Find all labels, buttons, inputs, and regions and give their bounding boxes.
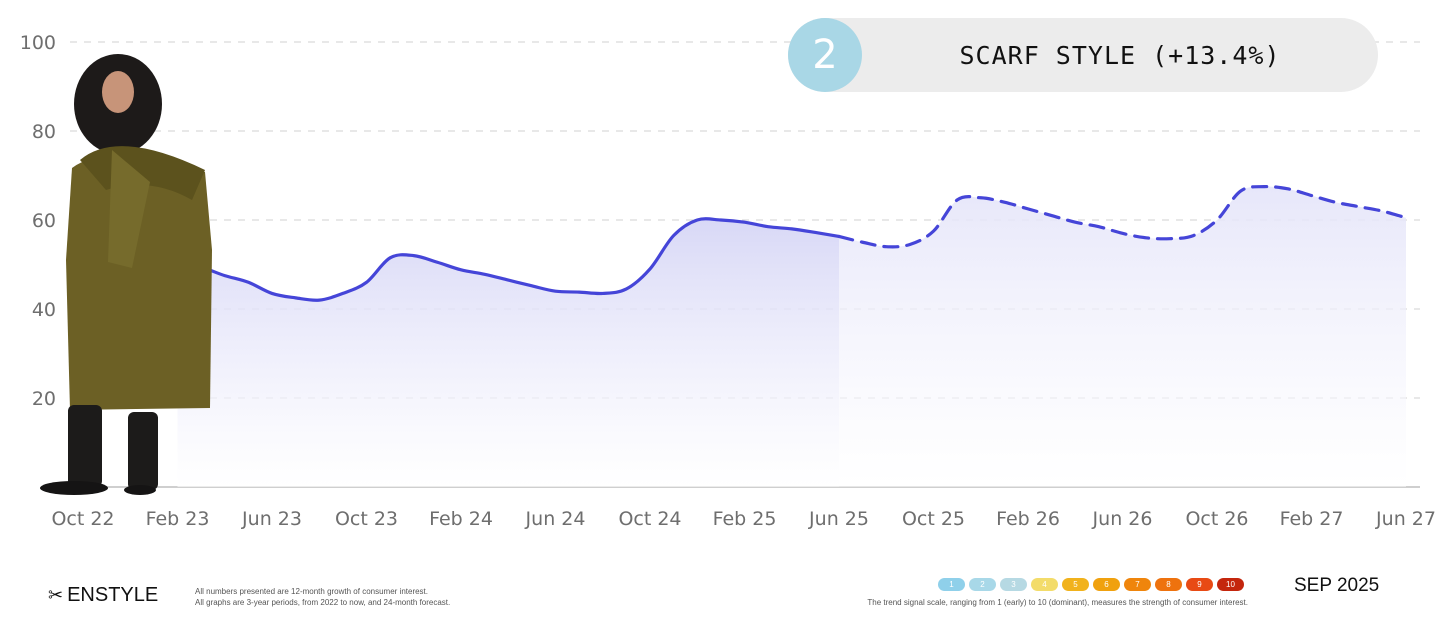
model-shoe-left [40,481,108,495]
scissors-icon: ✂ [48,585,64,605]
footnote-line-1: All numbers presented are 12-month growt… [195,587,429,596]
model-scarf-tail [108,150,150,268]
x-tick-label: Feb 23 [146,508,210,530]
y-tick-label: 100 [20,32,56,54]
scale-pill: 10 [1217,578,1244,591]
x-tick-label: Jun 27 [1375,508,1436,530]
scale-pill: 5 [1062,578,1089,591]
scale-note: The trend signal scale, ranging from 1 (… [867,598,1248,607]
x-tick-label: Jun 24 [525,508,586,530]
y-tick-label: 20 [32,388,56,410]
footnote-line-2: All graphs are 3-year periods, from 2022… [195,598,451,607]
trend-signal-scale: 1 2 3 4 5 6 7 8 9 10 [938,578,1244,591]
forecast-area [839,186,1406,487]
scale-pill: 7 [1124,578,1151,591]
x-tick-label: Feb 26 [996,508,1060,530]
history-area [177,218,839,487]
trend-rank-badge: 2 [788,18,862,92]
scale-pill: 8 [1155,578,1182,591]
forecast-line [837,184,1408,249]
y-tick-label: 60 [32,210,56,232]
x-axis: Oct 22 Feb 23 Jun 23 Oct 23 Feb 24 Jun 24 Oct … [51,508,1435,530]
model-coat [66,154,212,410]
scale-pill: 2 [969,578,996,591]
report-date: SEP 2025 [1294,575,1380,596]
x-tick-label: Oct 24 [618,508,681,530]
x-tick-label: Feb 24 [429,508,493,530]
model-face [102,71,134,113]
x-tick-label: Feb 25 [713,508,777,530]
scale-pill: 1 [938,578,965,591]
brand-name: ENSTYLE [67,584,159,606]
chart-lines [175,184,1408,302]
history-line [175,217,841,302]
scale-pill: 9 [1186,578,1213,591]
x-tick-label: Jun 25 [808,508,869,530]
model-boot-right [128,412,158,490]
x-tick-label: Feb 27 [1280,508,1344,530]
footnotes: All numbers presented are 12-month growt… [195,586,450,608]
y-tick-label: 80 [32,121,56,143]
x-tick-label: Jun 26 [1092,508,1153,530]
trend-title: SCARF STYLE (+13.4%) [959,41,1281,70]
y-axis: 20 40 60 80 100 [20,32,56,410]
model-shoe-right [124,485,156,495]
trend-chart: 20 40 60 80 100 Oct 22 Feb 23 Jun 23 Oct 23 Feb … [20,32,1436,530]
model-photo [40,54,212,495]
trend-tag: 2 SCARF STYLE (+13.4%) [788,18,1378,92]
model-boot-left [68,405,102,487]
y-tick-label: 40 [32,299,56,321]
x-tick-label: Oct 26 [1185,508,1248,530]
x-tick-label: Oct 23 [335,508,398,530]
scale-pill: 3 [1000,578,1027,591]
x-tick-label: Jun 23 [241,508,302,530]
x-tick-label: Oct 22 [51,508,114,530]
brand-logo: ✂ ENSTYLE [48,584,158,607]
scale-pill: 4 [1031,578,1058,591]
scale-pill: 6 [1093,578,1120,591]
chart-areas [177,186,1406,487]
x-tick-label: Oct 25 [902,508,965,530]
